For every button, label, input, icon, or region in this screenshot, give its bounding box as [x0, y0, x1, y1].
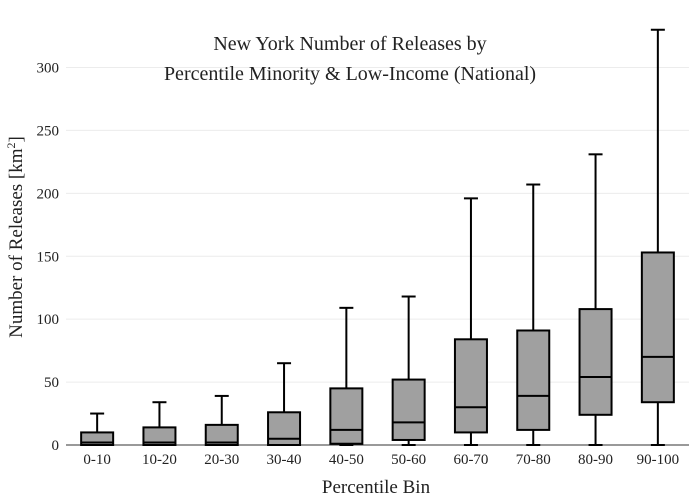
- iqr-box: [640, 251, 675, 404]
- y-tick-label-100: 100: [37, 312, 60, 328]
- x-tick-label-30-40: 30-40: [267, 452, 302, 468]
- x-tick-label-60-70: 60-70: [453, 452, 488, 468]
- x-tick-label-20-30: 20-30: [204, 452, 239, 468]
- iqr-box: [267, 411, 302, 446]
- x-tick-label-0-10: 0-10: [83, 452, 111, 468]
- x-tick-labels: 0-10 10-20 20-30 30-40 40-50 50-60 60-70 70-80 8…: [83, 452, 679, 468]
- box-90-100: [640, 28, 675, 446]
- x-tick-label-80-90: 80-90: [578, 452, 613, 468]
- x-tick-label-10-20: 10-20: [142, 452, 177, 468]
- chart-title-line-1: New York Number of Releases by: [213, 33, 486, 55]
- y-axis-label-end: ]: [6, 136, 27, 142]
- box-70-80: [516, 183, 551, 446]
- boxes: [80, 28, 675, 447]
- y-tick-label-150: 150: [37, 249, 60, 265]
- iqr-box: [329, 387, 364, 445]
- y-axis-label-superscript: 2: [4, 142, 18, 148]
- y-tick-label-250: 250: [37, 123, 60, 139]
- chart-title-line-2: Percentile Minority & Low-Income (Nation…: [164, 63, 536, 85]
- y-tick-label-0: 0: [52, 438, 60, 454]
- y-tick-labels: 0 50 100 150 200 250 300: [37, 61, 60, 455]
- box-50-60: [391, 295, 426, 446]
- x-tick-label-70-80: 70-80: [516, 452, 551, 468]
- iqr-box: [516, 329, 551, 431]
- x-tick-label-50-60: 50-60: [391, 452, 426, 468]
- x-tick-label-90-100: 90-100: [637, 452, 680, 468]
- box-20-30: [204, 394, 239, 447]
- x-tick-label-40-50: 40-50: [329, 452, 364, 468]
- box-80-90: [578, 153, 613, 446]
- y-tick-label-50: 50: [44, 375, 59, 391]
- iqr-box: [142, 426, 177, 446]
- iqr-box: [391, 378, 426, 441]
- box-40-50: [329, 306, 364, 446]
- y-tick-label-300: 300: [37, 61, 60, 77]
- x-axis-label: Percentile Bin: [322, 477, 431, 498]
- iqr-box: [204, 423, 239, 447]
- box-60-70: [453, 197, 488, 446]
- box-30-40: [267, 362, 302, 446]
- box-10-20: [142, 401, 177, 446]
- iqr-box: [453, 338, 488, 434]
- y-tick-label-200: 200: [37, 186, 60, 202]
- y-axis-label: Number of Releases [km2]: [4, 136, 27, 338]
- box-0-10: [80, 412, 115, 446]
- iqr-box: [578, 308, 613, 416]
- y-axis-label-main: Number of Releases [km: [6, 148, 27, 338]
